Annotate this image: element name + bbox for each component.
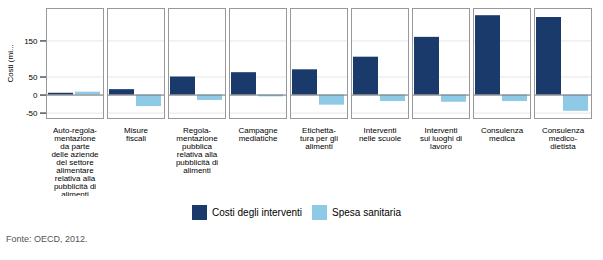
svg-text:Interventinelle scuole: Interventinelle scuole	[359, 126, 402, 143]
html-text:Spesa sanitaria: Spesa sanitaria	[332, 207, 401, 218]
svg-text:Regola-mentazionepubblicarelat: Regola-mentazionepubblicarelativa allapu…	[176, 126, 218, 175]
svg-text:-50: -50	[26, 109, 38, 118]
svg-text:Consulenzamedica: Consulenzamedica	[481, 126, 524, 143]
svg-text:150: 150	[24, 37, 38, 46]
svg-text:50: 50	[29, 73, 38, 82]
svg-text:Interventisui luoghi dilavoro: Interventisui luoghi dilavoro	[420, 126, 462, 151]
html-text:Fonte: OECD, 2012.: Fonte: OECD, 2012.	[6, 234, 88, 244]
svg-text:0: 0	[33, 91, 38, 100]
html-text:Costi degli interventi: Costi degli interventi	[212, 207, 302, 218]
svg-text:Auto-regola-mentazioneda parte: Auto-regola-mentazioneda partedelle azie…	[51, 126, 99, 196]
svg-text:Misurefiscali: Misurefiscali	[124, 126, 149, 143]
svg-text:Consulenzamedico-dietista: Consulenzamedico-dietista	[542, 126, 585, 151]
svg-text:Campagnemediatiche: Campagnemediatiche	[238, 126, 278, 143]
svg-text:Etichetta-tura per glialimenti: Etichetta-tura per glialimenti	[300, 126, 338, 151]
svg-text:Costi (mi...: Costi (mi...	[6, 44, 15, 82]
